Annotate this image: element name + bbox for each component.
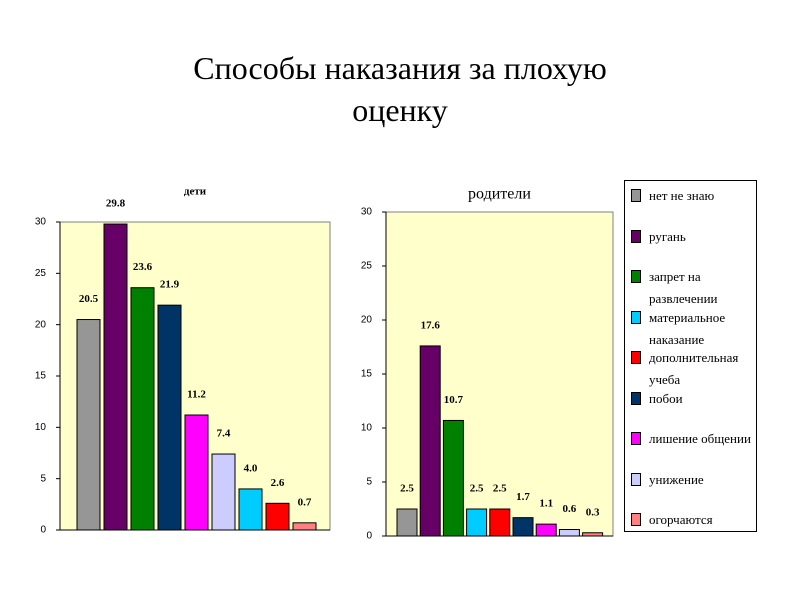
bar <box>76 319 101 531</box>
legend-item: ругань <box>631 226 755 248</box>
legend-swatch <box>631 351 641 364</box>
slide-title: Способы наказания за плохую оценку <box>193 50 606 128</box>
bar <box>558 529 580 537</box>
legend-swatch <box>631 391 641 405</box>
legend-swatch <box>631 432 641 445</box>
bar <box>184 414 209 531</box>
bar <box>512 517 534 537</box>
legend: нет не знаю ругань запрет на развлечении ма… <box>624 180 757 532</box>
chart-title: дети <box>184 186 207 198</box>
y-tick-label: 5 <box>366 477 372 488</box>
legend-label: лишение общении <box>649 431 751 446</box>
y-tick-label: 0 <box>366 531 372 542</box>
y-tick-label: 0 <box>40 525 46 536</box>
bar <box>535 523 557 537</box>
y-tick-label: 10 <box>35 422 47 433</box>
legend-swatch <box>631 310 641 324</box>
y-tick-label: 25 <box>35 268 47 279</box>
legend-label: дополнительная учеба <box>649 350 739 387</box>
bar <box>419 345 441 537</box>
y-tick-label: 30 <box>35 217 47 228</box>
legend-item: дополнительная учеба <box>631 347 755 391</box>
bar <box>157 304 182 531</box>
bar <box>292 522 317 531</box>
data-label: 2.5 <box>470 483 484 495</box>
data-label: 0.7 <box>298 496 312 508</box>
legend-item: запрет на развлечении <box>631 266 755 310</box>
chart-title: родители <box>468 186 531 203</box>
legend-swatch <box>631 513 641 526</box>
data-label: 17.6 <box>421 319 441 331</box>
data-label: 10.7 <box>444 394 464 406</box>
bar <box>466 508 488 537</box>
legend-label: побои <box>649 390 683 406</box>
y-tick-label: 20 <box>361 315 373 326</box>
data-label: 1.1 <box>539 498 553 510</box>
legend-item: огорчаются <box>631 509 755 531</box>
y-tick-label: 30 <box>361 207 373 218</box>
y-tick-label: 15 <box>35 371 47 382</box>
data-label: 1.7 <box>516 491 530 503</box>
data-label: 21.9 <box>160 279 180 291</box>
legend-item: лишение общении <box>631 428 755 450</box>
data-label: 20.5 <box>79 293 99 305</box>
y-tick-label: 5 <box>40 473 46 484</box>
legend-label: ругань <box>649 228 686 244</box>
legend-label: унижение <box>649 471 704 487</box>
legend-swatch <box>631 270 641 283</box>
y-tick-label: 20 <box>35 319 47 330</box>
data-label: 0.3 <box>586 506 600 518</box>
data-label: 7.4 <box>217 428 231 440</box>
bar <box>489 508 511 537</box>
legend-item: материальное наказание <box>631 307 755 351</box>
data-label: 2.5 <box>493 483 507 495</box>
legend-swatch <box>631 189 641 202</box>
legend-label: материальное наказание <box>649 309 726 347</box>
data-label: 11.2 <box>187 389 206 401</box>
legend-label: запрет на развлечении <box>649 269 718 306</box>
bar <box>265 502 290 531</box>
bar <box>130 287 155 531</box>
data-label: 4.0 <box>244 462 258 474</box>
data-label: 2.5 <box>400 483 414 495</box>
data-label: 29.8 <box>106 198 126 210</box>
bar <box>396 508 418 537</box>
y-tick-label: 25 <box>361 261 373 272</box>
data-label: 0.6 <box>563 503 577 515</box>
bar <box>211 453 236 531</box>
y-tick-label: 15 <box>361 369 373 380</box>
legend-item: побои <box>631 388 755 410</box>
y-tick-label: 10 <box>361 423 373 434</box>
legend-label: нет не знаю <box>649 188 715 203</box>
legend-label: огорчаются <box>649 512 713 527</box>
bar <box>442 419 464 537</box>
bar <box>238 488 263 531</box>
data-label: 23.6 <box>133 261 153 273</box>
legend-item: нет не знаю <box>631 185 755 207</box>
legend-swatch <box>631 472 641 486</box>
legend-swatch <box>631 229 641 243</box>
legend-item: унижение <box>631 469 755 491</box>
bar <box>103 223 128 531</box>
data-label: 2.6 <box>271 477 285 489</box>
